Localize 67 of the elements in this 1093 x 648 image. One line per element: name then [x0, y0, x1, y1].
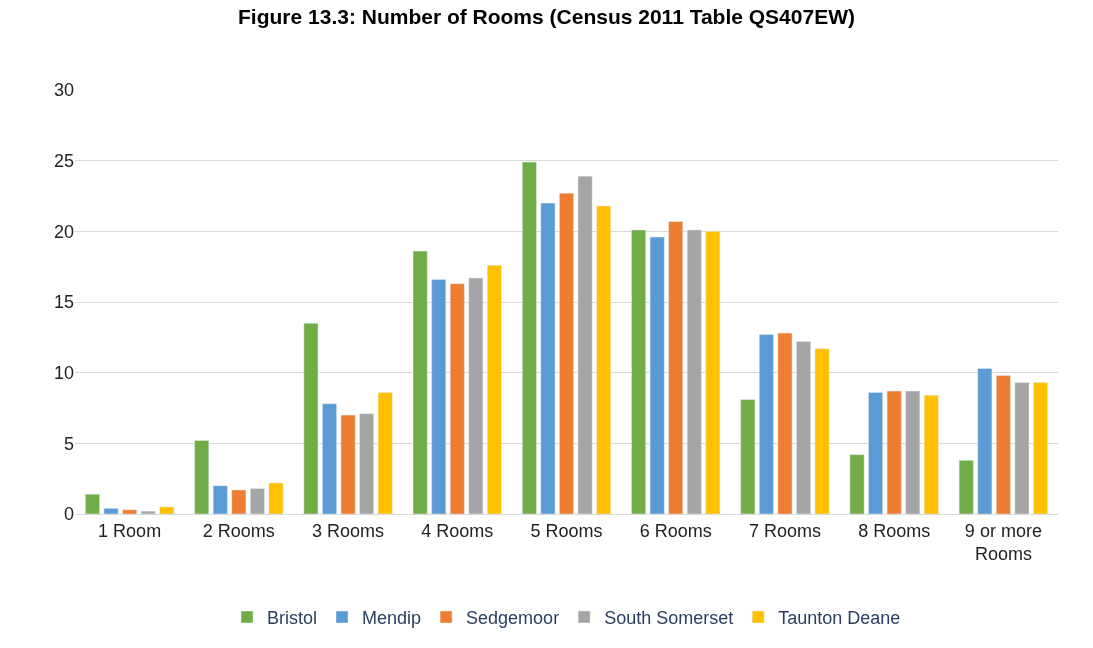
x-tick-label: 5 Rooms [530, 520, 603, 541]
bar [686, 229, 702, 514]
y-tick-label: 5 [63, 433, 74, 454]
bar [1014, 382, 1030, 514]
bar [977, 368, 993, 514]
y-tick-label: 0 [63, 504, 74, 525]
bar [540, 202, 556, 514]
bar [359, 413, 374, 514]
bar [468, 277, 484, 514]
bar [740, 399, 756, 514]
bar [159, 506, 175, 514]
x-tick-label: 9 or more Rooms [964, 520, 1042, 564]
bar [194, 440, 210, 514]
bar [668, 221, 684, 514]
x-tick-label: 7 Rooms [748, 520, 821, 541]
bar [140, 510, 156, 514]
bar [814, 348, 830, 514]
bar [303, 322, 319, 514]
bar [322, 403, 337, 514]
bar [212, 485, 228, 514]
bar [958, 460, 974, 514]
bar [923, 395, 939, 514]
legend-label: Sedgemoor [466, 608, 560, 629]
bar [250, 488, 265, 514]
bar [559, 192, 574, 514]
bar [1033, 382, 1048, 514]
bar [431, 279, 447, 514]
bar [905, 390, 921, 514]
y-tick-label: 25 [53, 150, 74, 171]
y-tick-label: 20 [53, 221, 74, 242]
x-tick-label: 2 Rooms [202, 520, 275, 541]
bar [522, 161, 537, 514]
legend-label: Bristol [267, 608, 318, 629]
legend-label: South Somerset [604, 608, 734, 629]
bar [759, 334, 774, 514]
bar [649, 236, 665, 514]
y-tick-label: 10 [53, 362, 74, 383]
bar [412, 250, 428, 514]
legend-label: Mendip [362, 608, 422, 629]
bar [577, 175, 593, 514]
y-tick-label: 30 [53, 80, 74, 101]
x-tick-label: 6 Rooms [639, 520, 712, 541]
bar [596, 205, 611, 514]
bar [705, 231, 721, 514]
bar [886, 390, 902, 514]
bar [85, 493, 100, 514]
y-tick-label: 15 [53, 292, 74, 313]
bar [377, 392, 393, 514]
bar [268, 482, 284, 514]
bar [777, 332, 793, 514]
bar [449, 283, 465, 514]
bar [103, 508, 119, 514]
legend-label: Taunton Deane [778, 608, 901, 629]
bar [796, 341, 811, 514]
bar [868, 392, 883, 514]
bar [122, 509, 137, 514]
bar [231, 489, 247, 514]
bar [340, 414, 356, 514]
bar [487, 265, 502, 514]
x-tick-label: 8 Rooms [858, 520, 931, 541]
x-tick-label: 3 Rooms [312, 520, 385, 541]
x-tick-label: 4 Rooms [421, 520, 494, 541]
bar [849, 454, 865, 514]
bar [996, 375, 1011, 514]
chart-title: Figure 13.3: Number of Rooms (Census 2011 Table QS407EW) [238, 5, 855, 29]
bar [631, 229, 646, 514]
x-tick-label: 1 Room [98, 520, 162, 541]
